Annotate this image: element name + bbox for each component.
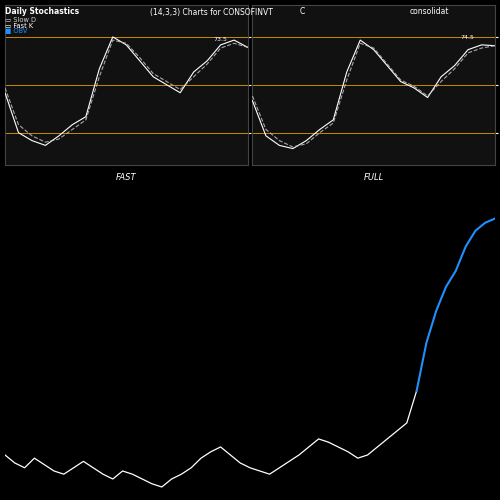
Text: FAST: FAST <box>116 174 136 182</box>
Text: ■ OBV: ■ OBV <box>5 28 28 34</box>
Text: FULL: FULL <box>364 174 384 182</box>
Text: C: C <box>300 8 305 16</box>
Text: Daily Stochastics: Daily Stochastics <box>5 8 79 16</box>
Text: 74.5: 74.5 <box>461 36 475 41</box>
Text: ▭ Slow D: ▭ Slow D <box>5 16 36 22</box>
Text: ▭ Fast K: ▭ Fast K <box>5 22 33 28</box>
Text: (14,3,3) Charts for CONSOFINVT: (14,3,3) Charts for CONSOFINVT <box>150 8 273 16</box>
Text: consolidat: consolidat <box>410 8 450 16</box>
Text: 73.5: 73.5 <box>214 37 228 42</box>
